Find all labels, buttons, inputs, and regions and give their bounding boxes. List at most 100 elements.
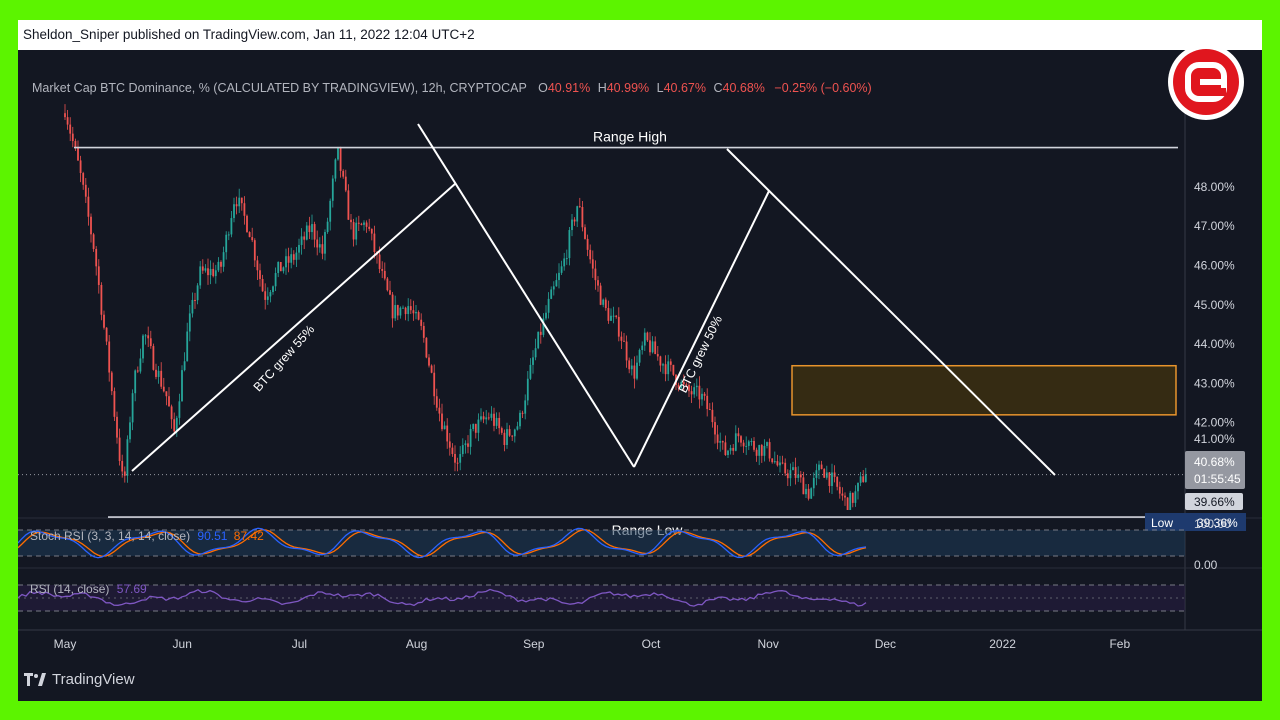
svg-text:Market Cap BTC Dominance, % (C: Market Cap BTC Dominance, % (CALCULATED … (32, 81, 872, 95)
candle (264, 291, 267, 300)
candle (396, 305, 399, 316)
candle (537, 331, 540, 349)
candle (295, 252, 298, 260)
tradingview-logo[interactable]: TradingView (24, 671, 135, 688)
close-value: 40.68% (723, 81, 765, 95)
candle (506, 429, 508, 446)
candle (513, 429, 516, 437)
candle (846, 497, 849, 510)
candle (90, 216, 92, 235)
candle (831, 472, 833, 487)
candle (672, 364, 675, 375)
price-chart[interactable]: Market Cap BTC Dominance, % (CALCULATED … (18, 50, 1262, 661)
low-tag-label: Low (1151, 516, 1173, 530)
price-tick-label: 45.00% (1194, 298, 1235, 312)
candle (495, 417, 498, 426)
candle (617, 316, 620, 337)
supply-zone[interactable] (791, 364, 1177, 416)
publisher-text: Sheldon_Sniper published on TradingView.… (23, 27, 475, 42)
candle (134, 370, 137, 394)
time-axis[interactable]: May Jun Jul Aug Sep Oct Nov Dec 2022 Feb (54, 637, 1131, 651)
trendline-up-2[interactable] (633, 190, 770, 468)
candle (534, 348, 537, 358)
candle (529, 364, 532, 379)
candle (849, 492, 852, 510)
candle (461, 445, 464, 455)
candle (82, 173, 85, 185)
candle (620, 336, 623, 341)
candle (500, 428, 503, 433)
candle (207, 268, 209, 276)
candle (279, 261, 282, 272)
trendline-down-2[interactable] (726, 148, 1056, 476)
open-label: O (538, 81, 548, 95)
low-label: L (657, 81, 664, 95)
candle (810, 488, 813, 499)
candle (818, 464, 820, 471)
candle (633, 365, 636, 379)
candle (654, 341, 657, 355)
candle (360, 223, 363, 225)
candle (844, 495, 846, 498)
candle (420, 319, 423, 326)
candle (204, 268, 207, 271)
candle (269, 292, 272, 297)
candle (409, 306, 412, 311)
candle (443, 425, 446, 430)
candle (487, 417, 490, 419)
trendline-down-1[interactable] (417, 123, 635, 468)
candle (339, 146, 342, 171)
time-tick-label: Aug (406, 637, 427, 651)
candle (682, 381, 685, 385)
candle (664, 364, 667, 375)
candle (482, 416, 485, 420)
candle (131, 393, 134, 423)
candle (337, 146, 339, 160)
stoch-k-value: 90.51 (197, 529, 227, 543)
candle (441, 413, 443, 430)
candle (201, 266, 204, 271)
candle (659, 356, 662, 366)
candle (545, 312, 547, 319)
candle (750, 440, 753, 442)
trendline-up-1[interactable] (131, 182, 457, 472)
candle (113, 391, 116, 417)
candle (698, 385, 701, 400)
candle (516, 426, 519, 430)
candle (378, 254, 381, 269)
candle (240, 197, 243, 204)
candle (331, 178, 334, 201)
candle (615, 315, 618, 317)
candle (448, 441, 451, 448)
candle (643, 332, 646, 346)
candle (779, 462, 781, 466)
candle (838, 486, 841, 494)
candle (805, 488, 807, 495)
candle (498, 417, 501, 429)
candle (753, 440, 755, 450)
candle (313, 224, 316, 240)
candle (799, 474, 802, 478)
candle (602, 299, 605, 305)
price-tick-label: 46.00% (1194, 259, 1235, 273)
price-tick-label: 44.00% (1194, 337, 1235, 351)
candle (591, 259, 594, 269)
candle (212, 268, 215, 277)
candle (724, 442, 727, 456)
candle (485, 417, 488, 420)
candle (563, 258, 566, 267)
price-axis[interactable]: 48.00% 47.00% 46.00% 45.00% 44.00% 43.00% 42.0… (1194, 180, 1235, 469)
candle (425, 337, 428, 358)
candle (623, 340, 625, 342)
candle (571, 219, 573, 231)
candle (610, 315, 612, 321)
candle (77, 147, 79, 161)
candle (84, 184, 87, 197)
time-tick-label: Nov (758, 637, 779, 651)
candle (149, 338, 152, 347)
candle (123, 471, 126, 476)
candle (794, 467, 797, 478)
candle (649, 340, 651, 353)
candle (472, 423, 475, 430)
candle (766, 442, 768, 446)
